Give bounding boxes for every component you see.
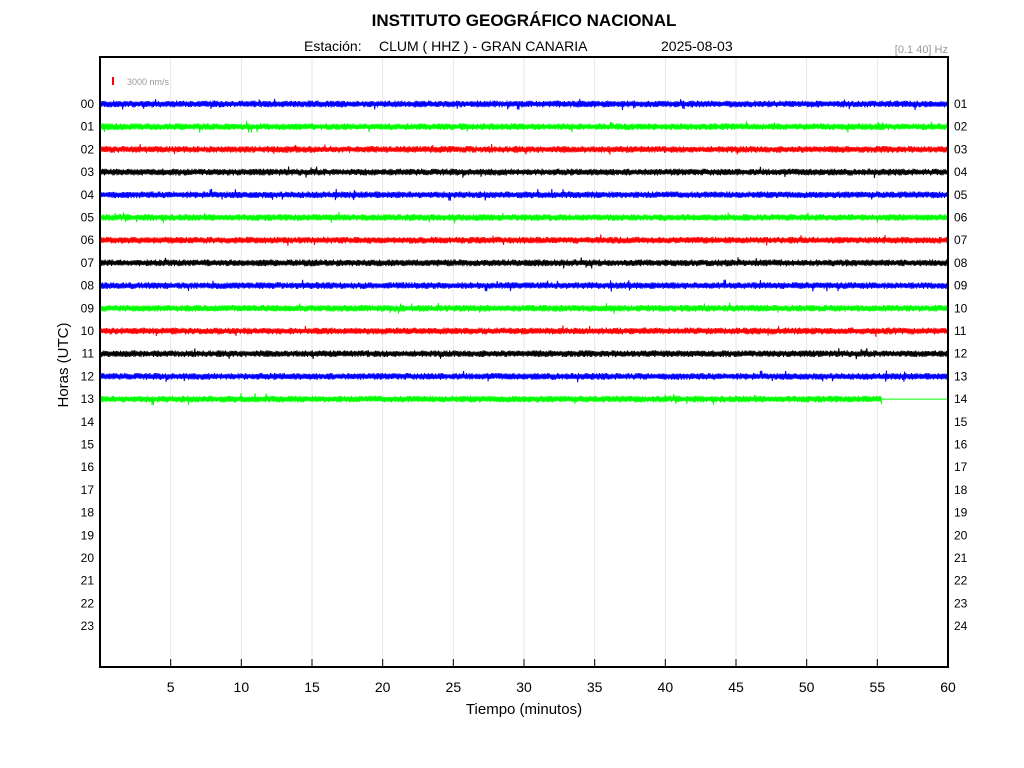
hour-label-left: 09 — [81, 301, 95, 315]
x-tick-label: 40 — [658, 679, 674, 695]
x-tick-label: 60 — [940, 679, 956, 695]
grid-lines — [170, 57, 878, 667]
hour-label-left: 06 — [81, 233, 95, 247]
x-tick-label: 45 — [728, 679, 744, 695]
x-tick-label: 30 — [516, 679, 532, 695]
hour-label-right: 18 — [954, 483, 968, 497]
seismic-trace-hour-01 — [100, 120, 948, 133]
hour-label-right: 02 — [954, 120, 968, 134]
chart-title: INSTITUTO GEOGRÁFICO NACIONAL — [372, 11, 677, 30]
seismic-trace-hour-12 — [100, 370, 948, 383]
hour-label-right: 22 — [954, 574, 968, 588]
hour-label-left: 04 — [81, 188, 95, 202]
hour-label-right: 13 — [954, 369, 968, 383]
hour-label-left: 16 — [81, 460, 95, 474]
hour-label-left: 07 — [81, 256, 95, 270]
x-tick-label: 10 — [234, 679, 250, 695]
seismic-traces — [100, 98, 948, 406]
record-date: 2025-08-03 — [661, 38, 733, 54]
hour-label-left: 10 — [81, 324, 95, 338]
amplitude-scale-label: 3000 nm/s — [127, 77, 170, 87]
hour-label-right: 17 — [954, 460, 968, 474]
filter-band: [0.1 40] Hz — [895, 44, 948, 56]
hour-label-right: 19 — [954, 506, 968, 520]
hour-label-right: 05 — [954, 188, 968, 202]
x-axis-label: Tiempo (minutos) — [466, 701, 582, 718]
hour-label-left: 15 — [81, 438, 95, 452]
seismic-trace-hour-04 — [100, 188, 948, 201]
hour-label-left: 12 — [81, 369, 95, 383]
hour-label-left: 08 — [81, 279, 95, 293]
hour-label-left: 00 — [81, 97, 95, 111]
hour-label-right: 23 — [954, 596, 968, 610]
seismic-trace-hour-02 — [100, 143, 948, 155]
seismic-trace-hour-06 — [100, 234, 948, 246]
station-label: Estación: — [304, 38, 362, 54]
x-tick-label: 5 — [167, 679, 175, 695]
hour-label-right: 15 — [954, 415, 968, 429]
hour-label-left: 03 — [81, 165, 95, 179]
hour-label-left: 13 — [81, 392, 95, 406]
hour-label-right: 10 — [954, 301, 968, 315]
hour-label-right: 09 — [954, 279, 968, 293]
hour-label-right: 14 — [954, 392, 968, 406]
seismic-trace-hour-07 — [100, 257, 948, 269]
station-name: CLUM ( HHZ ) - GRAN CANARIA — [379, 38, 588, 54]
amplitude-scale-bar — [112, 77, 114, 85]
hour-label-right: 20 — [954, 528, 968, 542]
hour-label-left: 20 — [81, 551, 95, 565]
hour-label-left: 19 — [81, 528, 95, 542]
hour-label-left: 14 — [81, 415, 95, 429]
hour-label-left: 21 — [81, 574, 95, 588]
hour-label-right: 06 — [954, 211, 968, 225]
hour-label-left: 01 — [81, 120, 95, 134]
hour-label-left: 22 — [81, 596, 95, 610]
hour-label-right: 16 — [954, 438, 968, 452]
hour-label-right: 21 — [954, 551, 968, 565]
seismic-trace-hour-10 — [100, 325, 948, 337]
x-axis-ticks: 5 10 15 20 25 30 35 40 45 50 55 60 — [167, 659, 956, 695]
seismic-trace-hour-09 — [100, 302, 948, 314]
hour-label-right: 08 — [954, 256, 968, 270]
hour-label-left: 23 — [81, 619, 95, 633]
y-axis-label: Horas (UTC) — [55, 322, 72, 407]
x-tick-label: 50 — [799, 679, 815, 695]
hour-label-right: 01 — [954, 97, 968, 111]
seismic-trace-hour-00 — [100, 98, 948, 110]
hour-label-right: 11 — [954, 324, 967, 338]
hour-label-left: 02 — [81, 142, 95, 156]
hour-label-right: 03 — [954, 142, 968, 156]
hour-label-left: 11 — [82, 347, 95, 361]
x-tick-label: 25 — [446, 679, 462, 695]
x-tick-label: 35 — [587, 679, 603, 695]
hour-label-right: 07 — [954, 233, 968, 247]
hour-label-left: 18 — [81, 506, 95, 520]
seismic-trace-hour-03 — [100, 166, 948, 178]
x-tick-label: 20 — [375, 679, 391, 695]
hour-label-right: 12 — [954, 347, 968, 361]
seismic-trace-hour-11 — [100, 348, 948, 360]
right-hour-labels: 01 02 03 04 05 06 07 08 09 10 11 12 13 14 15 16 17 18 19 20… — [954, 97, 968, 633]
x-tick-label: 55 — [870, 679, 886, 695]
x-tick-label: 15 — [304, 679, 320, 695]
seismic-trace-hour-13 — [100, 393, 882, 406]
seismic-trace-hour-08 — [100, 279, 948, 292]
left-hour-labels: 00 01 02 03 04 05 06 07 08 09 10 11 12 13 14 15 16 17 18 19… — [81, 97, 95, 633]
seismic-trace-hour-05 — [100, 212, 948, 224]
hour-label-left: 05 — [81, 211, 95, 225]
hour-label-right: 24 — [954, 619, 968, 633]
hour-label-left: 17 — [81, 483, 95, 497]
hour-label-right: 04 — [954, 165, 968, 179]
